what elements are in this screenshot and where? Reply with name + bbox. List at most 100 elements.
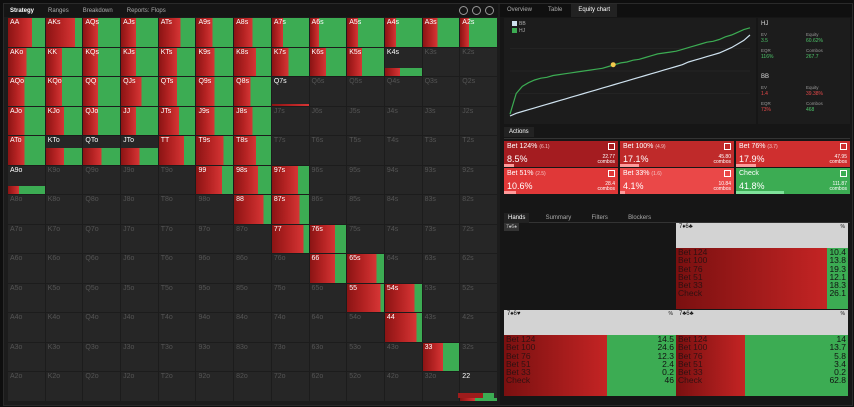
actions-dropdown[interactable]: Actions xyxy=(504,127,534,137)
hand-cell-77[interactable]: 77 xyxy=(271,224,310,255)
hand-cell-J7o[interactable]: J7o xyxy=(121,224,159,255)
hand-cell-QTs[interactable]: QTs xyxy=(158,77,197,107)
hand-cell-83o[interactable]: 83o xyxy=(234,342,272,373)
hand-cell-72s[interactable]: 72s xyxy=(460,224,498,255)
hand-cell-T2s[interactable]: T2s xyxy=(460,136,498,166)
hand-cell-Q6s[interactable]: Q6s xyxy=(309,77,348,107)
hand-cell-K7o[interactable]: K7o xyxy=(45,224,84,255)
hand-cell-Q5s[interactable]: Q5s xyxy=(347,77,385,107)
view-icon-3[interactable] xyxy=(485,6,494,15)
hand-cell-KTs[interactable]: KTs xyxy=(158,47,197,78)
hand-cell-TT[interactable]: TT xyxy=(158,136,197,166)
hand-cell-32s[interactable]: 32s xyxy=(460,342,498,373)
hand-cell-97s[interactable]: 97s xyxy=(271,165,310,196)
hand-cell-52o[interactable]: 52o xyxy=(347,372,385,402)
hand-cell-83s[interactable]: 83s xyxy=(422,195,461,225)
hand-cell-T8s[interactable]: T8s xyxy=(234,136,272,166)
hand-cell-J8s[interactable]: J8s xyxy=(234,106,272,137)
hand-cell-74o[interactable]: 74o xyxy=(271,313,310,343)
hand-cell-K7s[interactable]: K7s xyxy=(271,47,310,78)
hand-cell-J4o[interactable]: J4o xyxy=(121,313,159,343)
ranges-tab[interactable]: Ranges xyxy=(48,7,69,14)
hand-cell-J6s[interactable]: J6s xyxy=(309,106,348,137)
hand-cell-J3s[interactable]: J3s xyxy=(422,106,461,137)
action-checkbox-icon[interactable] xyxy=(840,143,847,150)
hand-cell-A3o[interactable]: A3o xyxy=(8,342,46,373)
hand-cell-66[interactable]: 66 xyxy=(309,254,348,284)
hand-cell-42o[interactable]: 42o xyxy=(384,372,423,402)
hand-cell-97o[interactable]: 97o xyxy=(196,224,235,255)
action-tile-bet-76-[interactable]: Bet 76% (3.7) 17.9% 47.95 combos xyxy=(736,141,850,167)
hand-cell-J7s[interactable]: J7s xyxy=(271,106,310,137)
hand-cell-74s[interactable]: 74s xyxy=(384,224,423,255)
hand-cell-K9o[interactable]: K9o xyxy=(45,165,84,196)
hand-cell-53o[interactable]: 53o xyxy=(347,342,385,373)
hand-cell-QTo[interactable]: QTo xyxy=(83,136,122,166)
hand-cell-J5o[interactable]: J5o xyxy=(121,283,159,314)
hand-cell-Q5o[interactable]: Q5o xyxy=(83,283,122,314)
hand-cell-98o[interactable]: 98o xyxy=(196,195,235,225)
hand-cell-Q9s[interactable]: Q9s xyxy=(196,77,235,107)
hand-cell-AKo[interactable]: AKo xyxy=(8,47,46,78)
tab-filters[interactable]: Filters xyxy=(591,215,608,221)
hand-cell-Q7s[interactable]: Q7s xyxy=(271,77,310,107)
hand-cell-T5s[interactable]: T5s xyxy=(347,136,385,166)
hand-cell-J9s[interactable]: J9s xyxy=(196,106,235,137)
hand-cell-K4o[interactable]: K4o xyxy=(45,313,84,343)
hand-cell-J8o[interactable]: J8o xyxy=(121,195,159,225)
hand-cell-64s[interactable]: 64s xyxy=(384,254,423,284)
hand-cell-42s[interactable]: 42s xyxy=(460,313,498,343)
hand-cell-65o[interactable]: 65o xyxy=(309,283,348,314)
hand-cell-Q4s[interactable]: Q4s xyxy=(384,77,423,107)
hand-cell-93o[interactable]: 93o xyxy=(196,342,235,373)
hand-cell-73o[interactable]: 73o xyxy=(271,342,310,373)
hand-cell-43o[interactable]: 43o xyxy=(384,342,423,373)
hand-cell-J6o[interactable]: J6o xyxy=(121,254,159,284)
hand-cell-QJo[interactable]: QJo xyxy=(83,106,122,137)
hand-cell-KK[interactable]: KK xyxy=(45,47,84,78)
hand-cell-88[interactable]: 88 xyxy=(234,195,272,225)
tab-overview[interactable]: Overview xyxy=(507,7,533,13)
hand-cell-86s[interactable]: 86s xyxy=(309,195,348,225)
hand-cell-87s[interactable]: 87s xyxy=(271,195,310,225)
hand-cell-87o[interactable]: 87o xyxy=(234,224,272,255)
hand-cell-KTo[interactable]: KTo xyxy=(45,136,84,166)
hand-cell-KQo[interactable]: KQo xyxy=(45,77,84,107)
hand-card[interactable]: 7♦6♣% Bet 124 10.4 Bet 100 13.8 Bet 76 19.3 Bet… xyxy=(676,223,848,309)
hand-cell-J2s[interactable]: J2s xyxy=(460,106,498,137)
reports-dropdown[interactable]: Reports: Flops xyxy=(126,7,166,14)
hand-cell-Q3s[interactable]: Q3s xyxy=(422,77,461,107)
hand-cell-A6s[interactable]: A6s xyxy=(309,18,348,48)
hand-cell-Q2s[interactable]: Q2s xyxy=(460,77,498,107)
tab-table[interactable]: Table xyxy=(548,7,563,13)
hand-cell-QJs[interactable]: QJs xyxy=(121,77,159,107)
action-tile-bet-124-[interactable]: Bet 124% (6.1) 8.5% 22.77 combos xyxy=(504,141,618,167)
hand-cell-Q9o[interactable]: Q9o xyxy=(83,165,122,196)
hand-cell-ATo[interactable]: ATo xyxy=(8,136,46,166)
hand-cell-52s[interactable]: 52s xyxy=(460,283,498,314)
hand-cell-KJs[interactable]: KJs xyxy=(121,47,159,78)
hand-cell-96s[interactable]: 96s xyxy=(309,165,348,196)
hand-cell-T3o[interactable]: T3o xyxy=(158,342,197,373)
hand-cell-95o[interactable]: 95o xyxy=(196,283,235,314)
hand-cell-32o[interactable]: 32o xyxy=(422,372,461,402)
hand-cell-82o[interactable]: 82o xyxy=(234,372,272,402)
action-tile-bet-100-[interactable]: Bet 100% (4.9) 17.1% 45.80 combos xyxy=(620,141,734,167)
hand-cell-T8o[interactable]: T8o xyxy=(158,195,197,225)
hand-cell-K6o[interactable]: K6o xyxy=(45,254,84,284)
action-checkbox-icon[interactable] xyxy=(840,170,847,177)
chart-marker[interactable] xyxy=(610,62,616,68)
action-tile-check[interactable]: Check 41.8% 111.87 combos xyxy=(736,168,850,194)
hand-cell-54s[interactable]: 54s xyxy=(384,283,423,314)
hand-cell-54o[interactable]: 54o xyxy=(347,313,385,343)
hand-cell-64o[interactable]: 64o xyxy=(309,313,348,343)
hand-cell-AJo[interactable]: AJo xyxy=(8,106,46,137)
hand-cell-A8o[interactable]: A8o xyxy=(8,195,46,225)
hand-cell-J2o[interactable]: J2o xyxy=(121,372,159,402)
hand-cell-55[interactable]: 55 xyxy=(347,283,385,314)
hand-cell-Q3o[interactable]: Q3o xyxy=(83,342,122,373)
hand-cell-98s[interactable]: 98s xyxy=(234,165,272,196)
hand-card[interactable]: 7♣6♣% Bet 124 14 Bet 100 13.7 Bet 76 5.8 Bet 51… xyxy=(676,310,848,396)
hand-cell-76o[interactable]: 76o xyxy=(271,254,310,284)
action-tile-bet-33-[interactable]: Bet 33% (1.6) 4.1% 10.84 combos xyxy=(620,168,734,194)
